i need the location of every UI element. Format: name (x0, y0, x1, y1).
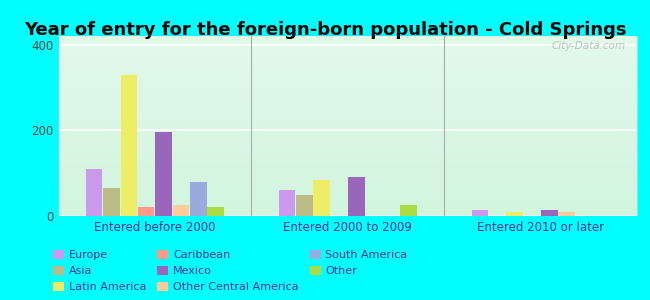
Bar (279, 190, 295, 216)
Text: City-Data.com: City-Data.com (551, 41, 625, 51)
Bar (558, 212, 575, 216)
Bar (348, 177, 365, 216)
Bar (103, 188, 120, 216)
Bar (121, 75, 137, 216)
Legend: Europe, Asia, Latin America, Caribbean, Mexico, Other Central America, South Ame: Europe, Asia, Latin America, Caribbean, … (51, 248, 410, 294)
Bar (472, 210, 488, 216)
Bar (296, 195, 313, 216)
Bar (207, 207, 224, 216)
Bar (155, 132, 172, 216)
Bar (173, 205, 189, 216)
Bar (138, 207, 155, 216)
Bar (190, 182, 207, 216)
Bar (506, 212, 523, 216)
Text: Year of entry for the foreign-born population - Cold Springs: Year of entry for the foreign-born popul… (24, 21, 626, 39)
Bar (86, 169, 103, 216)
Bar (400, 205, 417, 216)
Bar (313, 180, 330, 216)
Bar (541, 210, 558, 216)
